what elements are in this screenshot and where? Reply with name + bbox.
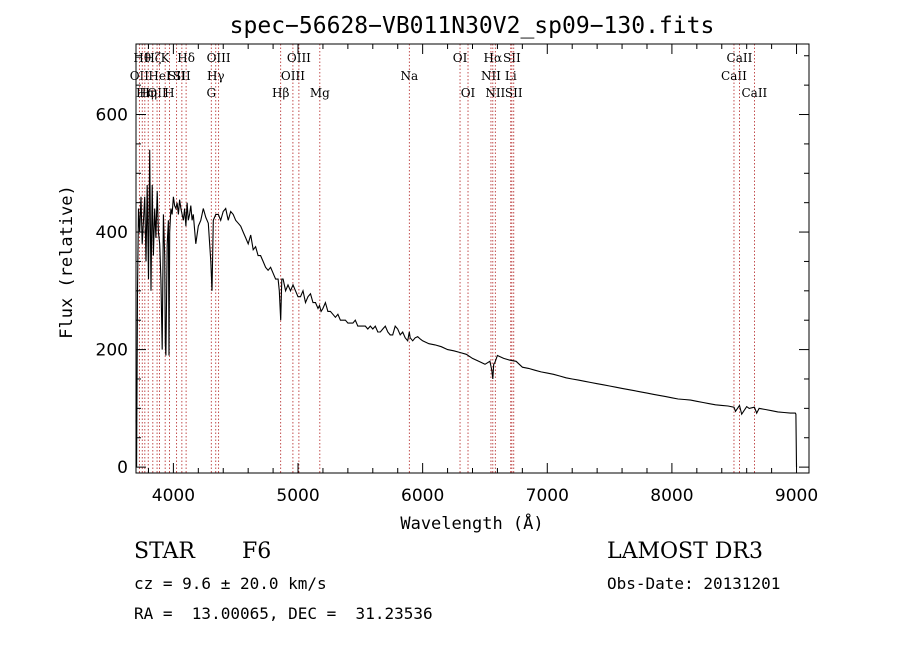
line-label-7: K	[161, 51, 171, 65]
line-label-5: OII	[147, 86, 167, 100]
line-label-10: Hδ	[177, 51, 195, 65]
redshift-velocity: cz = 9.6 ± 20.0 km/s	[134, 574, 327, 593]
line-label-11: SII	[173, 69, 191, 83]
line-label-20: OI	[453, 51, 468, 65]
y-tick-label-0: 0	[117, 458, 128, 478]
line-label-14: OIII	[207, 51, 231, 65]
spectrum-series-line	[135, 149, 798, 468]
object-subclass: F6	[242, 539, 272, 564]
axis-ticks: 4000 5000 6000 7000 8000 9000 0 200 400 600	[96, 44, 818, 506]
line-label-0: OII	[130, 69, 150, 83]
x-tick-label-9000: 9000	[775, 486, 818, 506]
x-tick-label-8000: 8000	[650, 486, 693, 506]
line-label-28: CaII	[721, 69, 747, 83]
y-axis-label: Flux (relative)	[57, 185, 77, 339]
line-label-12: G	[206, 86, 216, 100]
line-label-26: SII	[503, 51, 521, 65]
x-tick-label-4000: 4000	[152, 486, 195, 506]
line-label-13: Hγ	[207, 69, 225, 83]
y-tick-label-600: 600	[96, 106, 128, 126]
line-label-16: OIII	[281, 69, 305, 83]
y-tick-label-400: 400	[96, 223, 128, 243]
line-label-29: CaII	[727, 51, 753, 65]
chart-title: spec−56628−VB011N30V2_sp09−130.fits	[230, 13, 715, 39]
object-class: STAR	[134, 539, 195, 564]
y-tick-label-200: 200	[96, 341, 128, 361]
line-label-25: Li	[505, 69, 517, 83]
line-label-15: Hβ	[272, 86, 289, 100]
observation-date: Obs-Date: 20131201	[607, 574, 781, 593]
line-label-23: Hα	[484, 51, 503, 65]
line-id-markers: OIIHθHηHηHζOIIHeIKHSIIHδSIIGHγOIIIHβOIII…	[130, 44, 768, 473]
line-label-30: CaII	[741, 86, 767, 100]
line-label-1: Hθ	[133, 51, 151, 65]
line-label-24: NII	[485, 86, 505, 100]
plot-frame	[135, 43, 810, 474]
line-label-19: Na	[400, 69, 418, 83]
line-label-8: H	[164, 86, 174, 100]
line-label-21: OI	[461, 86, 476, 100]
line-label-9: SII	[168, 69, 186, 83]
survey-name: LAMOST DR3	[607, 539, 763, 564]
line-label-22: NII	[481, 69, 501, 83]
line-label-17: OIII	[287, 51, 311, 65]
x-tick-label-7000: 7000	[526, 486, 569, 506]
line-label-2: Hη	[136, 86, 154, 100]
sky-coordinates: RA = 13.00065, DEC = 31.23536	[134, 604, 433, 623]
line-label-18: Mg	[310, 86, 330, 100]
x-tick-label-5000: 5000	[276, 486, 319, 506]
x-axis-label: Wavelength (Å)	[400, 512, 543, 534]
x-tick-label-6000: 6000	[401, 486, 444, 506]
line-label-27: SII	[505, 86, 523, 100]
